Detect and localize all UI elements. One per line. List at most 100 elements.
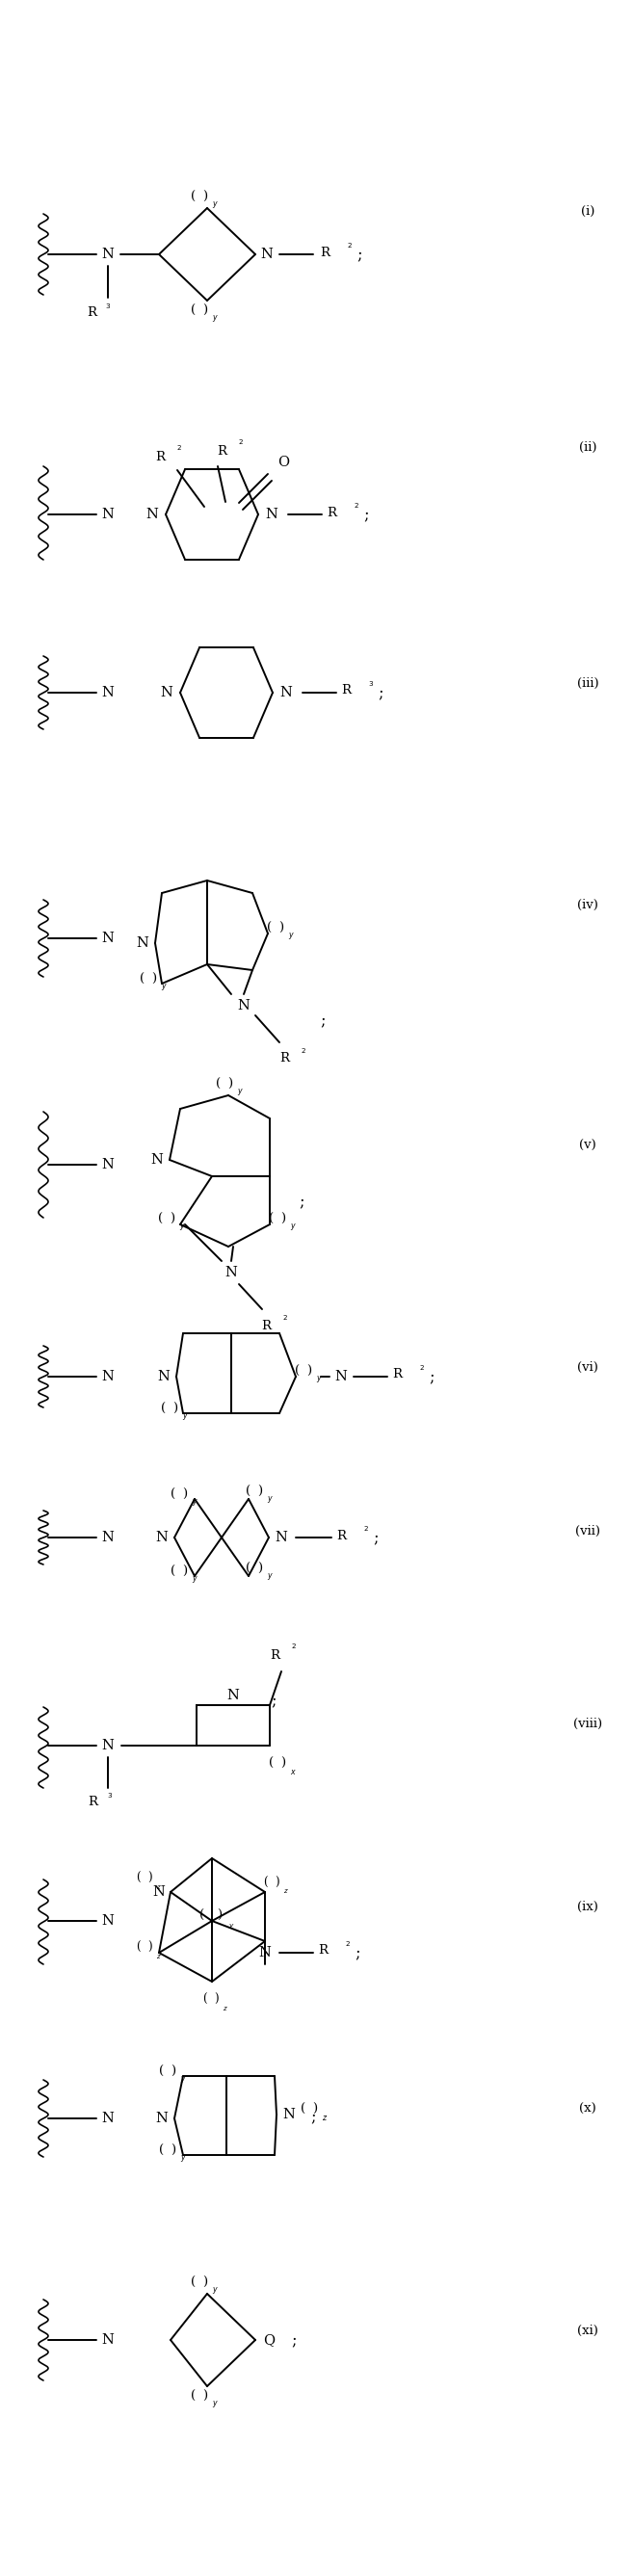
- Text: ;: ;: [310, 2107, 316, 2125]
- Text: (: (: [263, 1875, 267, 1888]
- Text: (: (: [171, 1566, 176, 1577]
- Text: N: N: [102, 1530, 114, 1543]
- Text: $_y$: $_y$: [211, 2398, 218, 2411]
- Text: R: R: [320, 247, 330, 258]
- Text: N: N: [102, 1739, 114, 1752]
- Text: (: (: [301, 2102, 306, 2115]
- Text: ): ): [217, 1909, 222, 1922]
- Text: (: (: [191, 304, 196, 317]
- Text: ): ): [171, 2143, 176, 2156]
- Text: R: R: [318, 1945, 328, 1958]
- Text: R: R: [270, 1649, 279, 1662]
- Text: N: N: [151, 1154, 163, 1167]
- Text: $_z$: $_z$: [156, 1883, 162, 1891]
- Text: R: R: [216, 446, 227, 456]
- Text: $_y$: $_y$: [179, 1221, 185, 1234]
- Text: ): ): [182, 1489, 187, 1499]
- Text: (: (: [200, 1909, 205, 1922]
- Text: (: (: [216, 1077, 221, 1090]
- Text: R: R: [341, 685, 351, 698]
- Text: (ix): (ix): [577, 1901, 598, 1914]
- Text: (: (: [171, 1489, 176, 1499]
- Text: $_y$: $_y$: [211, 314, 218, 325]
- Text: $_x$: $_x$: [289, 1767, 296, 1777]
- Text: N: N: [265, 507, 278, 520]
- Text: $^2$: $^2$: [291, 1646, 297, 1654]
- Text: $_y$: $_y$: [266, 1571, 273, 1584]
- Text: $_y$: $_y$: [237, 1087, 243, 1100]
- Text: N: N: [102, 685, 114, 701]
- Text: N: N: [102, 933, 114, 945]
- Text: N: N: [102, 1914, 114, 1927]
- Text: $_y$: $_y$: [289, 1221, 296, 1234]
- Text: $_y$: $_y$: [182, 1412, 188, 1425]
- Text: ): ): [258, 1484, 263, 1497]
- Text: R: R: [327, 507, 336, 518]
- Text: $^2$: $^2$: [282, 1316, 288, 1324]
- Text: $_y$: $_y$: [191, 1497, 198, 1510]
- Text: $_y$: $_y$: [228, 1922, 234, 1929]
- Text: R: R: [261, 1319, 271, 1332]
- Text: N: N: [153, 1886, 165, 1899]
- Text: ): ): [171, 2066, 176, 2076]
- Text: ): ): [307, 1365, 311, 1378]
- Text: ): ): [281, 1213, 285, 1226]
- Text: $^2$: $^2$: [354, 505, 360, 513]
- Text: ): ): [173, 1401, 178, 1414]
- Text: ;: ;: [357, 247, 362, 263]
- Text: R: R: [336, 1530, 346, 1543]
- Text: $_z$: $_z$: [284, 1888, 289, 1896]
- Text: (iv): (iv): [577, 899, 598, 912]
- Text: (: (: [246, 1484, 251, 1497]
- Text: ;: ;: [429, 1368, 434, 1386]
- Text: (: (: [160, 2066, 165, 2076]
- Text: $_y$: $_y$: [161, 981, 167, 994]
- Text: $^2$: $^2$: [238, 440, 244, 448]
- Text: (: (: [140, 974, 145, 984]
- Text: ): ): [213, 1994, 218, 2004]
- Text: (x): (x): [579, 2102, 596, 2115]
- Text: N: N: [156, 1530, 168, 1543]
- Text: (v): (v): [579, 1139, 596, 1151]
- Text: (iii): (iii): [577, 677, 599, 690]
- Text: $_y$: $_y$: [180, 2074, 186, 2087]
- Text: ): ): [152, 974, 156, 984]
- Text: N: N: [237, 999, 250, 1012]
- Text: ): ): [281, 1757, 285, 1770]
- Text: (: (: [269, 1213, 274, 1226]
- Text: N: N: [136, 938, 149, 951]
- Text: ;: ;: [291, 2331, 296, 2349]
- Text: $^2$: $^2$: [177, 446, 182, 456]
- Text: N: N: [102, 1159, 114, 1172]
- Text: $^2$: $^2$: [419, 1365, 425, 1376]
- Text: ): ): [228, 1077, 233, 1090]
- Text: R: R: [87, 307, 96, 319]
- Text: (: (: [202, 1994, 206, 2004]
- Text: $_z$: $_z$: [223, 2004, 229, 2012]
- Text: N: N: [225, 1265, 237, 1280]
- Text: N: N: [261, 247, 273, 260]
- Text: (: (: [267, 922, 272, 935]
- Text: $_y$: $_y$: [211, 2285, 218, 2298]
- Text: (: (: [191, 2391, 196, 2401]
- Text: (: (: [269, 1757, 274, 1770]
- Text: ): ): [203, 191, 208, 204]
- Text: ;: ;: [363, 507, 369, 523]
- Text: (xi): (xi): [577, 2324, 598, 2336]
- Text: $^2$: $^2$: [301, 1048, 306, 1059]
- Text: $_y$: $_y$: [316, 1376, 322, 1386]
- Text: ): ): [203, 2277, 208, 2287]
- Text: (i): (i): [581, 204, 594, 216]
- Text: ): ): [313, 2102, 318, 2115]
- Text: N: N: [275, 1530, 287, 1543]
- Text: Q: Q: [263, 2334, 275, 2347]
- Text: ;: ;: [299, 1193, 304, 1211]
- Text: $^3$: $^3$: [368, 683, 374, 690]
- Text: N: N: [161, 685, 173, 701]
- Text: O: O: [277, 456, 289, 469]
- Text: (: (: [135, 1940, 140, 1953]
- Text: R: R: [88, 1795, 97, 1808]
- Text: (viii): (viii): [573, 1718, 602, 1728]
- Text: N: N: [102, 2112, 114, 2125]
- Text: ): ): [203, 2391, 208, 2401]
